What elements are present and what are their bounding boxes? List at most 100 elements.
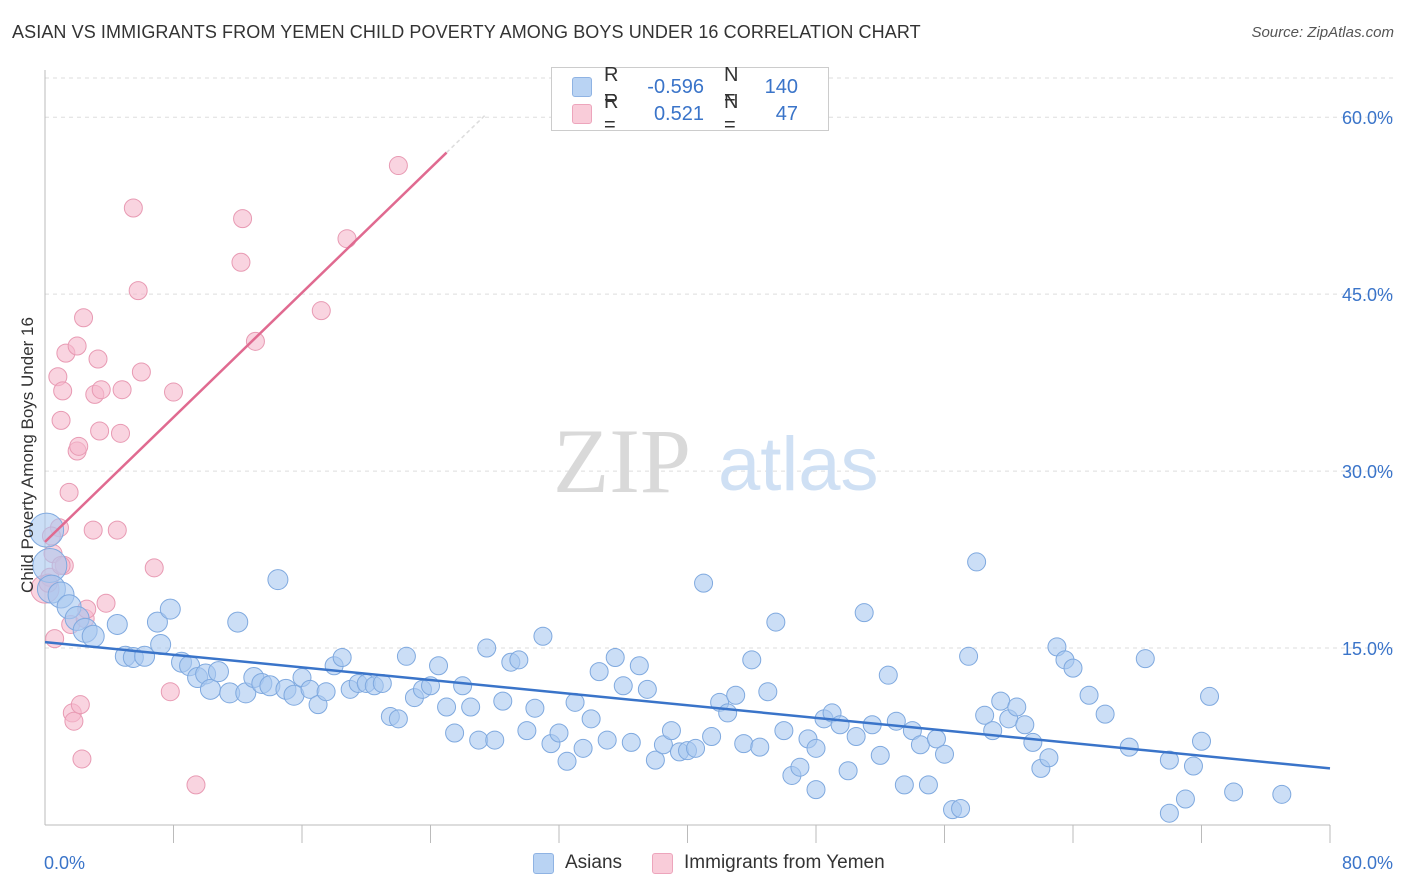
legend-item-yemen[interactable]: Immigrants from Yemen (652, 852, 885, 874)
asian-point (742, 650, 762, 670)
asian-point (1007, 697, 1027, 717)
series-legend: Asians Immigrants from Yemen (533, 852, 915, 874)
yemen-point (186, 775, 206, 795)
asian-point (388, 709, 408, 729)
asian-point (975, 705, 995, 725)
yemen-point (59, 482, 79, 502)
yemen-point (74, 308, 94, 328)
yemen-point (53, 381, 73, 401)
legend-label-yemen: Immigrants from Yemen (684, 852, 885, 873)
yemen-point (164, 382, 183, 402)
asian-point (870, 745, 890, 765)
legend-swatch-yemen (572, 104, 592, 124)
legend-n-label: N = (724, 91, 739, 136)
yemen-point (233, 209, 253, 229)
legend-r-value: 0.521 (653, 102, 704, 125)
asian-point (429, 656, 449, 676)
yemen-point (144, 558, 164, 578)
yemen-point (64, 711, 84, 731)
asian-point (1023, 732, 1043, 752)
asian-point (967, 552, 987, 572)
asian-point (437, 697, 457, 717)
yemen-point (96, 593, 116, 613)
legend-n-value: 140 (764, 75, 798, 98)
asian-point (806, 738, 826, 758)
asian-point (1159, 803, 1179, 823)
x-tick-labels: 0.0% 80.0% (44, 853, 1393, 873)
asian-point (207, 661, 229, 683)
x-tick-label: 0.0% (44, 853, 85, 873)
yemen-point (388, 156, 408, 176)
trend-lines (44, 113, 1331, 770)
asian-point (894, 775, 914, 795)
asian-point (854, 603, 874, 623)
legend-item-asians[interactable]: Asians (533, 852, 622, 874)
asian-point (758, 682, 778, 702)
asian-point (159, 598, 181, 620)
asian-point (878, 665, 898, 685)
asian-point (790, 757, 810, 777)
legend-r-label: R = (604, 64, 619, 109)
asian-point (29, 512, 65, 548)
chart-title: ASIAN VS IMMIGRANTS FROM YEMEN CHILD POV… (12, 22, 921, 42)
asian-points (29, 512, 1292, 823)
asian-point (150, 634, 172, 656)
legend-swatch-asians (533, 852, 554, 874)
asian-point (199, 678, 221, 700)
asian-point (549, 723, 569, 743)
legend-r-label: R = (604, 91, 619, 136)
asian-trend-line (44, 640, 1331, 770)
asian-point (661, 721, 681, 741)
asian-point (1095, 704, 1115, 724)
asian-point (146, 611, 168, 633)
correlation-legend: R = -0.596 N = 140 R = 0.521 N = 47 (551, 64, 829, 136)
legend-row-asians: R = -0.596 N = 140 (572, 64, 798, 109)
yemen-point (72, 749, 92, 769)
y-tick-label: 30.0% (1342, 462, 1393, 482)
legend-n-label: N = (724, 64, 739, 109)
asian-point (445, 723, 465, 743)
asian-point (629, 656, 649, 676)
asian-point (838, 761, 858, 781)
asian-point (605, 647, 625, 667)
asian-point (806, 780, 826, 800)
asian-point (581, 709, 601, 729)
yemen-point (245, 331, 265, 351)
yemen-point (70, 695, 90, 715)
asian-point (1159, 750, 1179, 770)
legend-r-value: -0.596 (647, 75, 704, 98)
asian-point (1200, 686, 1220, 706)
legend-n-value: 47 (775, 102, 798, 125)
asian-point (750, 737, 770, 757)
asian-point (910, 735, 930, 755)
asian-point (766, 612, 786, 632)
yemen-point (337, 229, 357, 249)
asian-point (493, 691, 513, 711)
asian-point (589, 662, 609, 682)
yemen-point (110, 423, 130, 443)
yemen-point (83, 520, 103, 540)
yemen-point (311, 301, 331, 321)
yemen-point (67, 336, 87, 356)
grid-lines (45, 77, 1393, 649)
watermark-atlas: atlas (718, 422, 879, 507)
asian-point (1063, 658, 1083, 678)
asian-point (396, 646, 416, 666)
asian-point (1192, 731, 1211, 751)
yemen-point (231, 252, 251, 272)
asian-point (645, 750, 665, 770)
yemen-point (112, 380, 132, 400)
legend-row-yemen: R = 0.521 N = 47 (572, 91, 798, 136)
asian-point (951, 798, 971, 818)
asian-point (316, 682, 336, 702)
yemen-point (69, 436, 89, 456)
asian-point (509, 650, 529, 670)
y-tick-label: 60.0% (1342, 108, 1393, 128)
yemen-point (107, 520, 127, 540)
y-tick-label: 45.0% (1342, 285, 1393, 305)
yemen-point (128, 281, 148, 301)
x-tick-label: 80.0% (1342, 853, 1393, 873)
asian-point (718, 703, 738, 723)
asian-point (734, 734, 754, 754)
